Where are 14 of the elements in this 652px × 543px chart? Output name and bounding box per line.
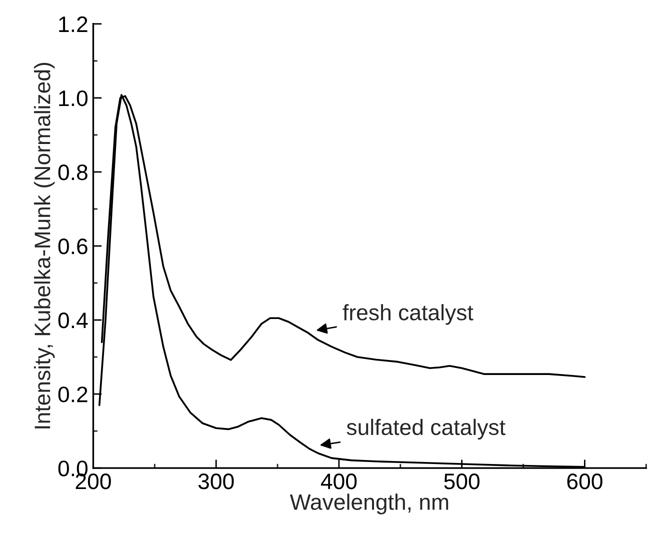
x-tick-label: 400 [320, 474, 357, 490]
x-tick-label: 500 [444, 474, 480, 490]
y-axis-title: Intensity, Kubelka-Munk (Normalized) [34, 62, 55, 428]
y-tick-label: 0.2 [58, 386, 88, 402]
annotation: sulfated catalyst [346, 418, 506, 440]
y-tick-label: 1.0 [59, 90, 88, 106]
y-tick-label: 0.6 [58, 238, 88, 254]
y-tick-label: 1.2 [59, 16, 88, 32]
y-tick-label: 0.8 [58, 164, 88, 180]
x-tick-label: 600 [567, 474, 602, 490]
y-tick-label: 0.4 [58, 312, 88, 328]
annotation: fresh catalyst [342, 304, 474, 325]
x-tick-label: 300 [198, 474, 234, 490]
x-axis-title: Wavelength, nm [290, 494, 448, 514]
